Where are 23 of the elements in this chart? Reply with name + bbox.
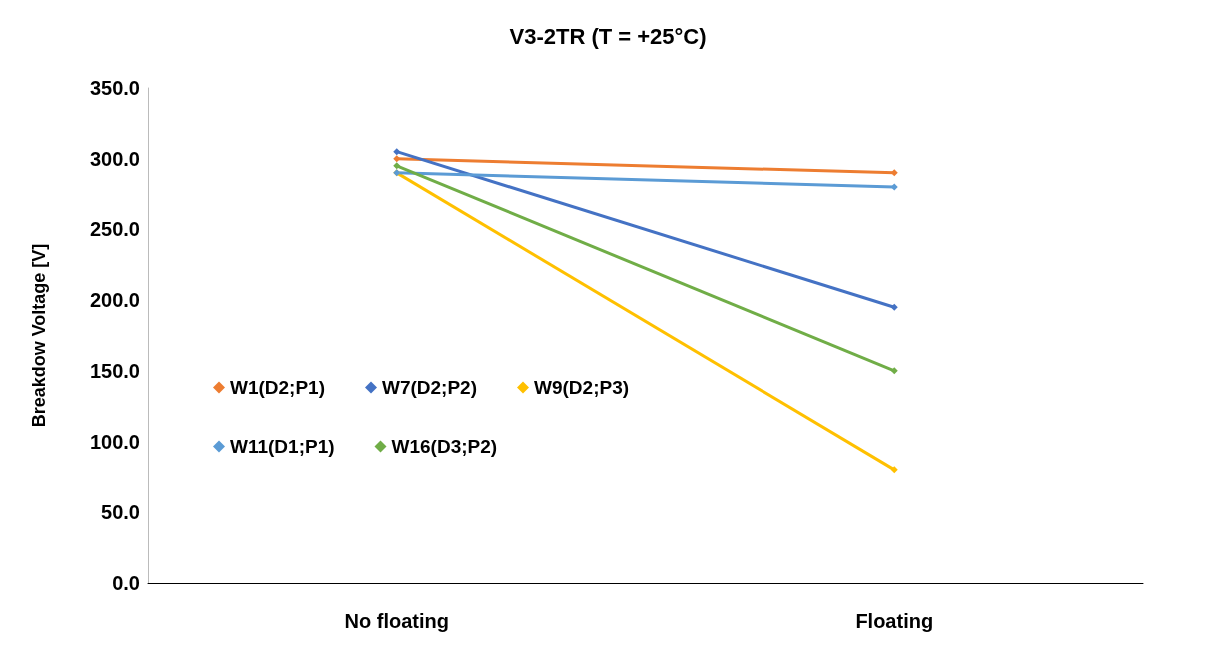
point — [890, 303, 898, 311]
y-tick-label: 50.0 — [101, 501, 140, 524]
x-tick-label: No floating — [344, 610, 449, 632]
y-tick-label: 0.0 — [112, 572, 140, 594]
point — [393, 155, 401, 163]
x-tick-label: Floating — [855, 610, 934, 632]
legend-label: W16(D3;P2) — [391, 436, 498, 457]
point — [890, 367, 898, 375]
point — [393, 162, 401, 170]
y-tick-label: 100.0 — [89, 430, 140, 453]
y-axis-title: Breakdow Voltage [V] — [29, 243, 49, 428]
chart-title: V3-2TR (T = +25°C) — [509, 23, 707, 49]
y-tick-label: 200.0 — [89, 289, 140, 312]
legend-label: W7(D2;P2) — [382, 377, 478, 398]
point — [393, 148, 401, 156]
legend-label: W9(D2;P3) — [534, 377, 630, 398]
legend-label: W1(D2;P1) — [230, 377, 326, 398]
y-tick-label: 350.0 — [89, 77, 140, 99]
y-tick-label: 300.0 — [89, 147, 140, 170]
legend-label: W11(D1;P1) — [230, 436, 335, 457]
point — [890, 466, 898, 474]
y-tick-label: 250.0 — [89, 218, 140, 241]
y-tick-label: 150.0 — [89, 359, 140, 382]
